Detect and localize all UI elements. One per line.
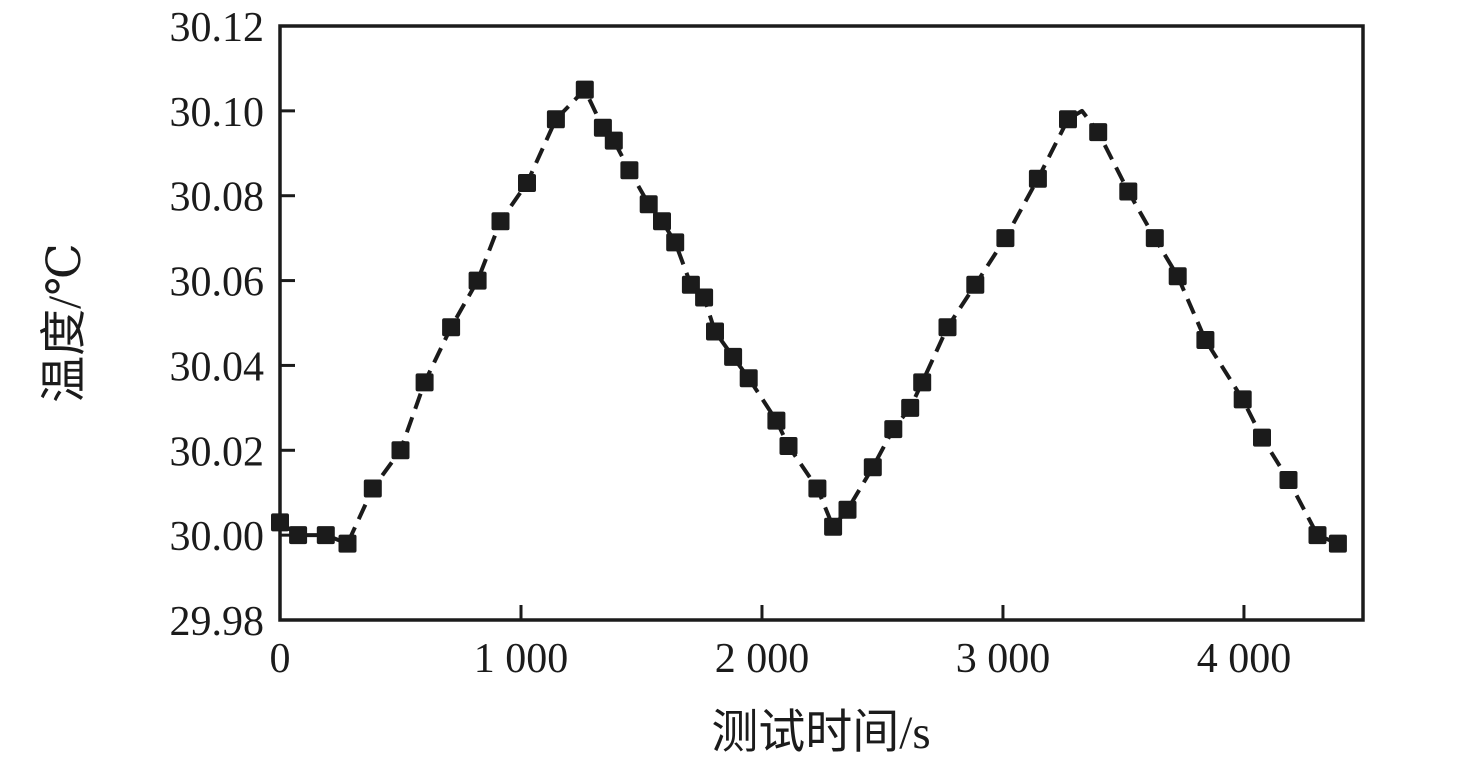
data-point-marker	[546, 110, 565, 129]
data-point-marker	[884, 420, 903, 439]
data-point-marker	[666, 233, 685, 252]
y-axis-title: 温度/℃	[39, 243, 91, 403]
tick-group	[278, 24, 1246, 622]
data-point-marker	[695, 288, 714, 307]
data-point-marker	[1059, 110, 1077, 129]
plot-frame-group	[278, 24, 1365, 622]
data-point-marker	[767, 411, 786, 430]
data-point-marker	[824, 517, 843, 536]
data-point-marker	[739, 369, 758, 388]
data-point-marker	[639, 195, 658, 214]
data-point-marker	[442, 318, 461, 337]
x-tick-label: 2 000	[715, 636, 810, 682]
data-point-marker	[1119, 182, 1138, 201]
plot-frame	[278, 24, 1365, 622]
data-point-marker	[913, 373, 932, 392]
y-tick-label: 30.02	[170, 429, 265, 475]
y-tick-label: 30.12	[170, 5, 265, 51]
x-tick-label: 0	[270, 636, 291, 682]
y-tick-label: 30.04	[170, 344, 265, 390]
data-point-marker	[938, 318, 957, 337]
data-point-marker	[620, 161, 639, 180]
x-axis-title: 测试时间/s	[711, 707, 930, 759]
data-point-marker	[391, 441, 410, 460]
data-point-marker	[1279, 471, 1298, 489]
data-point-marker	[575, 80, 594, 99]
data-point-marker	[415, 373, 434, 392]
x-tick-label: 4 000	[1197, 636, 1292, 682]
data-point-marker	[1328, 534, 1347, 553]
y-tick-label: 29.98	[170, 599, 265, 645]
data-point-marker	[808, 479, 827, 498]
data-point-marker	[901, 398, 920, 417]
temperature-line	[278, 87, 1339, 546]
data-point-marker	[706, 322, 724, 341]
tick-label-group: 0 1 000 2 000 3 000 4 000 29.98 30.00 30.02 30.0…	[170, 5, 1292, 682]
y-tick-label: 30.06	[170, 260, 265, 306]
data-point-marker	[468, 271, 487, 290]
data-point-marker	[681, 275, 700, 294]
y-tick-label: 30.10	[170, 90, 265, 136]
y-tick-label: 30.08	[170, 175, 265, 221]
data-point-marker	[338, 534, 357, 553]
x-tick-label: 3 000	[956, 636, 1051, 682]
data-point-marker	[779, 437, 798, 455]
series-group	[271, 80, 1347, 553]
data-point-marker	[518, 174, 536, 192]
data-point-marker	[653, 212, 671, 231]
data-point-marker	[724, 347, 743, 366]
data-point-marker	[1145, 229, 1164, 248]
data-point-marker	[1028, 169, 1047, 188]
y-tick-label: 30.00	[170, 514, 265, 560]
data-point-marker	[1168, 267, 1187, 286]
data-point-marker	[1233, 390, 1252, 409]
data-point-marker	[1308, 526, 1327, 545]
data-point-marker	[838, 500, 857, 519]
data-point-marker	[966, 275, 985, 294]
data-point-marker	[363, 479, 382, 498]
data-point-marker	[863, 458, 882, 477]
data-point-marker	[271, 513, 289, 532]
data-point-marker	[996, 229, 1015, 248]
data-point-marker	[1089, 123, 1108, 142]
x-tick-label: 1 000	[474, 636, 569, 682]
data-point-marker	[1196, 331, 1215, 349]
data-point-marker	[1253, 428, 1271, 447]
data-point-marker	[604, 131, 623, 150]
data-point-marker	[289, 526, 308, 545]
data-point-marker	[491, 212, 510, 231]
data-point-marker	[316, 526, 335, 545]
